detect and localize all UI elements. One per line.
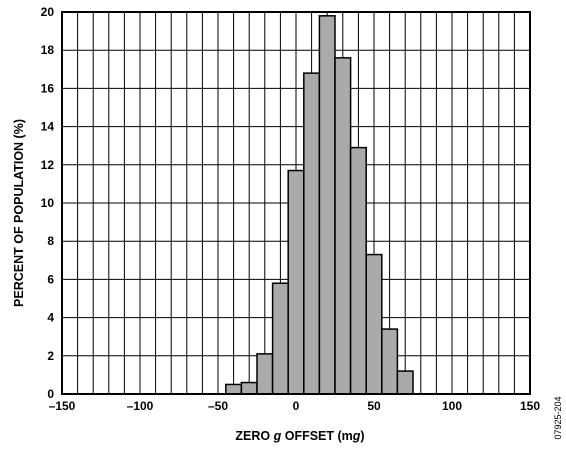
x-axis-label: ZERO g OFFSET (mg) <box>235 429 364 443</box>
histogram-bar <box>396 370 414 395</box>
histogram-bar <box>334 57 352 395</box>
y-tick-label: 16 <box>41 81 55 95</box>
histogram-bar <box>287 169 305 395</box>
x-axis-label-part: ) <box>360 429 364 443</box>
x-axis-label-part: ZERO <box>235 429 273 443</box>
x-tick-label: –100 <box>127 399 154 413</box>
figure-id-label: 07925-204 <box>553 396 563 439</box>
histogram-bar <box>318 15 336 395</box>
y-tick-label: 0 <box>47 387 54 401</box>
y-tick-label: 4 <box>47 311 54 325</box>
x-tick-labels: –150 –100 –50 0 50 100 150 <box>49 399 541 413</box>
histogram-bar <box>381 328 399 395</box>
y-tick-label: 14 <box>41 120 55 134</box>
x-axis-label-unit-g: g <box>352 429 361 443</box>
histogram-bars <box>225 15 414 395</box>
x-axis-label-part: OFFSET (m <box>281 429 353 443</box>
y-tick-label: 2 <box>47 349 54 363</box>
y-tick-label: 18 <box>41 43 55 57</box>
x-tick-label: 100 <box>442 399 462 413</box>
x-axis-label-unit-g: g <box>273 429 282 443</box>
histogram-bar <box>256 353 274 395</box>
y-tick-label: 8 <box>47 234 54 248</box>
x-tick-label: –150 <box>49 399 76 413</box>
y-tick-label: 12 <box>41 158 55 172</box>
x-tick-label: –50 <box>208 399 228 413</box>
histogram-bar <box>365 253 383 395</box>
y-axis-label: PERCENT OF POPULATION (%) <box>12 119 26 307</box>
plot-frame <box>61 11 531 395</box>
histogram-bar <box>225 383 243 395</box>
x-tick-label: 50 <box>367 399 381 413</box>
y-tick-label: 20 <box>41 5 55 19</box>
histogram-bar <box>271 282 289 395</box>
histogram-bar <box>303 72 321 395</box>
histogram-bar <box>240 381 258 395</box>
y-tick-label: 10 <box>41 196 55 210</box>
y-tick-label: 6 <box>47 272 54 286</box>
x-tick-label: 150 <box>520 399 540 413</box>
histogram-bar <box>349 146 367 395</box>
x-tick-label: 0 <box>293 399 300 413</box>
y-tick-labels: 0 2 4 6 8 10 12 14 16 18 20 <box>41 5 55 401</box>
